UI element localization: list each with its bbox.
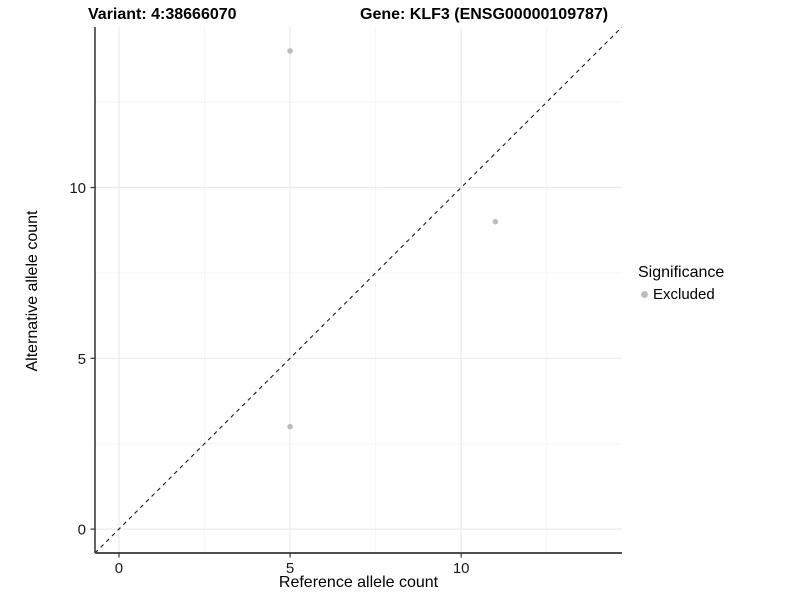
x-tick-label: 5 [286, 560, 294, 577]
y-axis-label: Alternative allele count [24, 210, 41, 372]
plot-title-variant: Variant: 4:38666070 [88, 6, 237, 23]
identity-dashed-line [94, 26, 623, 554]
legend-item: Excluded [638, 286, 724, 303]
y-tick-label: 5 [78, 351, 86, 368]
x-tick-label: 0 [115, 560, 123, 577]
legend: Significance Excluded [638, 264, 724, 303]
data-point [492, 218, 499, 225]
data-point [287, 423, 293, 430]
data-point [287, 48, 293, 54]
y-tick-label: 0 [78, 522, 86, 539]
legend-item-label: Excluded [653, 286, 715, 303]
x-tick-label: 10 [453, 560, 470, 577]
legend-title: Significance [638, 264, 725, 281]
legend-point-icon [641, 291, 648, 298]
x-axis-label: Reference allele count [278, 574, 439, 591]
y-tick-label: 10 [69, 180, 86, 197]
plot-title-gene: Gene: KLF3 (ENSG00000109787) [360, 6, 609, 23]
